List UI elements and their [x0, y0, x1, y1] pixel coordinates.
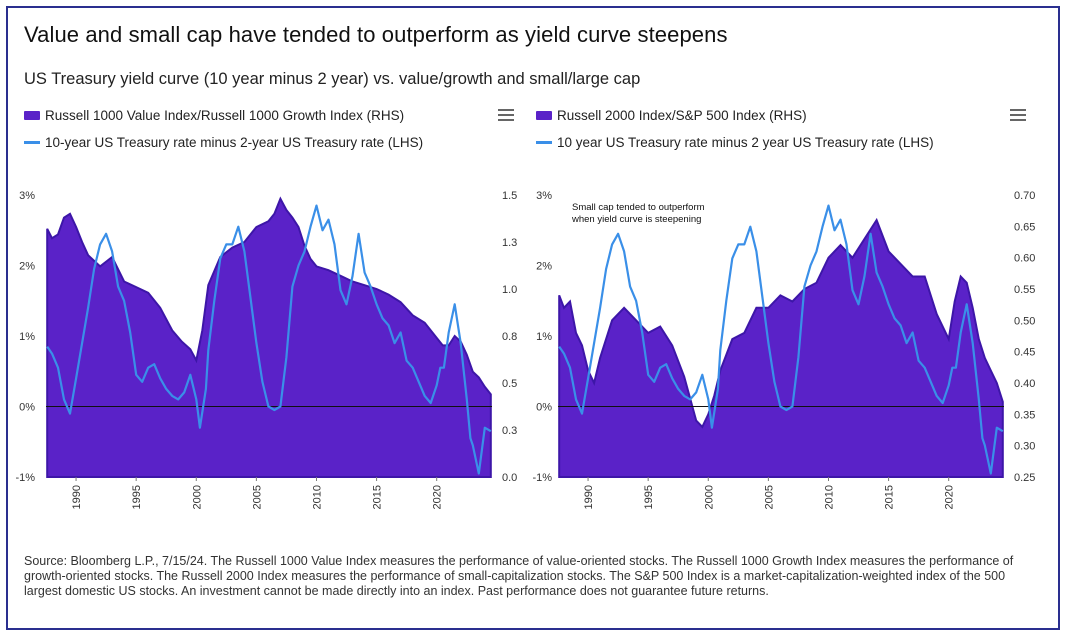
x-tick-label: 2020 — [944, 485, 956, 509]
right-tick-label: 0.0 — [502, 472, 517, 484]
chart-value-growth: -1% 0% 1% 2% 3% 0.0 0.3 0.5 0.8 1.0 1.3 1.5 1990 1995… — [15, 190, 517, 509]
left-tick-label: -1% — [15, 472, 35, 484]
legend-label: Russell 2000 Index/S&P 500 Index (RHS) — [557, 108, 807, 123]
right-tick-label: 0.25 — [1014, 472, 1035, 484]
x-tick-label: 2010 — [311, 485, 323, 509]
right-tick-label: 0.70 — [1014, 190, 1035, 202]
page-title: Value and small cap have tended to outpe… — [24, 22, 728, 47]
right-tick-label: 0.35 — [1014, 409, 1035, 421]
left-tick-label: 2% — [536, 261, 552, 273]
x-tick-label: 1990 — [583, 485, 595, 509]
series-line — [46, 204, 492, 475]
series-area — [558, 217, 1004, 478]
chart-menu-icon-left[interactable] — [498, 109, 514, 121]
left-tick-label: 0% — [536, 402, 552, 414]
left-tick-label: 2% — [19, 261, 35, 273]
x-tick-label: 1995 — [643, 485, 655, 509]
right-tick-label: 1.5 — [502, 190, 517, 202]
x-tick-label: 2005 — [763, 485, 775, 509]
right-tick-label: 0.50 — [1014, 315, 1035, 327]
x-tick-label: 1990 — [71, 485, 83, 509]
legend-label: 10 year US Treasury rate minus 2 year US… — [557, 135, 934, 150]
left-tick-label: 3% — [19, 190, 35, 202]
x-tick-label: 2015 — [884, 485, 896, 509]
right-tick-label: 1.3 — [502, 237, 517, 249]
x-tick-label: 1995 — [131, 485, 143, 509]
legend-item-small-large[interactable]: Russell 2000 Index/S&P 500 Index (RHS) — [536, 108, 807, 123]
line-swatch — [536, 141, 552, 144]
page-subtitle: US Treasury yield curve (10 year minus 2… — [24, 70, 641, 88]
x-tick-label: 2020 — [432, 485, 444, 509]
chart-small-large: -1% 0% 1% 2% 3% 0.25 0.30 0.35 0.40 0.45 0.50 0.55 0… — [532, 190, 1035, 509]
right-tick-label: 0.40 — [1014, 378, 1035, 390]
right-tick-label: 0.65 — [1014, 221, 1035, 233]
source-note: Source: Bloomberg L.P., 7/15/24. The Rus… — [24, 554, 1014, 598]
chart-card: Value and small cap have tended to outpe… — [6, 6, 1060, 630]
legend-item-yield-curve-left[interactable]: 10-year US Treasury rate minus 2-year US… — [24, 135, 423, 150]
line-swatch — [24, 141, 40, 144]
right-tick-label: 0.55 — [1014, 284, 1035, 296]
right-tick-label: 0.45 — [1014, 347, 1035, 359]
x-tick-label: 2000 — [191, 485, 203, 509]
legend-item-value-growth[interactable]: Russell 1000 Value Index/Russell 1000 Gr… — [24, 108, 404, 123]
chart-annotation: when yield curve is steepening — [571, 214, 701, 225]
left-tick-label: 1% — [19, 331, 35, 343]
area-swatch — [24, 111, 40, 120]
x-tick-label: 2005 — [251, 485, 263, 509]
x-tick-label: 2000 — [703, 485, 715, 509]
left-tick-label: 3% — [536, 190, 552, 202]
legend-item-yield-curve-right[interactable]: 10 year US Treasury rate minus 2 year US… — [536, 135, 934, 150]
left-tick-label: -1% — [532, 472, 552, 484]
left-tick-label: 1% — [536, 331, 552, 343]
right-tick-label: 0.8 — [502, 331, 517, 343]
series-area — [46, 196, 492, 478]
right-tick-label: 0.5 — [502, 378, 517, 390]
right-tick-label: 0.30 — [1014, 441, 1035, 453]
legend-label: 10-year US Treasury rate minus 2-year US… — [45, 135, 424, 150]
chart-annotation: Small cap tended to outperform — [572, 202, 705, 213]
x-tick-label: 2015 — [372, 485, 384, 509]
legend-label: Russell 1000 Value Index/Russell 1000 Gr… — [45, 108, 405, 123]
right-tick-label: 0.60 — [1014, 253, 1035, 265]
area-swatch — [536, 111, 552, 120]
right-tick-label: 1.0 — [502, 284, 517, 296]
right-tick-label: 0.3 — [502, 425, 517, 437]
series-line — [558, 204, 1004, 475]
left-tick-label: 0% — [19, 402, 35, 414]
x-tick-label: 2010 — [823, 485, 835, 509]
chart-menu-icon-right[interactable] — [1010, 109, 1026, 121]
